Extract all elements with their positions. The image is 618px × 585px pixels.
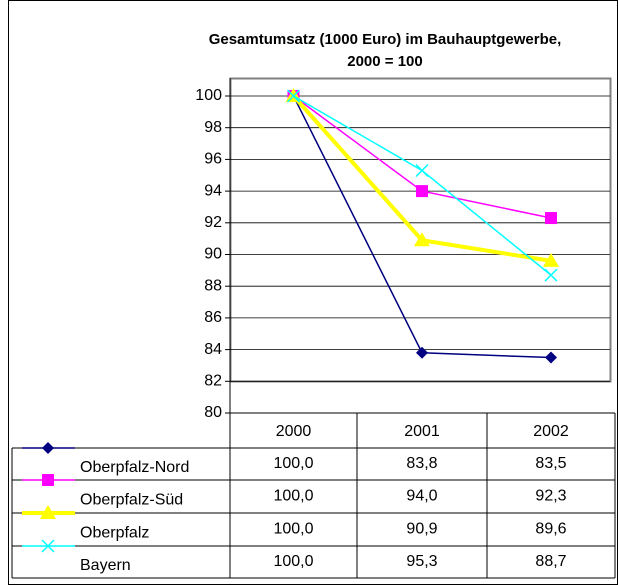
marker — [42, 474, 54, 486]
marker — [545, 212, 557, 225]
y-tick-label: 94 — [204, 182, 222, 199]
marker — [40, 505, 56, 519]
x-tick-label: 2001 — [404, 423, 440, 440]
chart-border — [8, 0, 618, 585]
y-tick-label: 86 — [204, 309, 222, 326]
table-cell: 95,3 — [406, 553, 437, 570]
x-tick-label: 2002 — [533, 423, 569, 440]
y-tick-label: 98 — [204, 119, 222, 136]
table-cell: 90,9 — [406, 521, 437, 538]
y-tick-label: 84 — [204, 341, 222, 358]
legend-label: Oberpfalz — [80, 525, 149, 542]
y-tick-label: 96 — [204, 151, 222, 168]
y-tick-label: 92 — [204, 214, 222, 231]
table-cell: 100,0 — [273, 521, 313, 538]
table-cell: 89,6 — [535, 521, 566, 538]
marker — [415, 163, 429, 178]
marker — [416, 185, 428, 198]
table-cell: 88,7 — [535, 553, 566, 570]
y-tick-label: 100 — [195, 87, 222, 104]
marker — [545, 351, 557, 364]
table-cell: 94,0 — [406, 488, 437, 505]
marker — [416, 346, 428, 359]
table-cell: 92,3 — [535, 488, 566, 505]
y-tick-label: 80 — [204, 404, 222, 421]
marker — [543, 252, 559, 267]
y-tick-label: 88 — [204, 277, 222, 294]
table-cell: 83,5 — [535, 455, 566, 472]
marker — [42, 442, 54, 454]
table-cell: 83,8 — [406, 455, 437, 472]
y-tick-label: 90 — [204, 246, 222, 263]
legend-label: Oberpfalz-Nord — [80, 459, 189, 476]
y-tick-label: 82 — [204, 373, 222, 390]
marker — [41, 539, 55, 553]
legend-label: Oberpfalz-Süd — [80, 492, 183, 509]
legend-label: Bayern — [80, 557, 131, 574]
table-cell: 100,0 — [273, 488, 313, 505]
chart-title: Gesamtumsatz (1000 Euro) im Bauhauptgewe… — [209, 31, 562, 48]
marker — [544, 268, 558, 282]
table-cell: 100,0 — [273, 553, 313, 570]
chart-title: 2000 = 100 — [347, 53, 423, 70]
table-cell: 100,0 — [273, 455, 313, 472]
marker — [286, 89, 301, 103]
x-tick-label: 2000 — [276, 423, 312, 440]
marker — [414, 232, 430, 247]
